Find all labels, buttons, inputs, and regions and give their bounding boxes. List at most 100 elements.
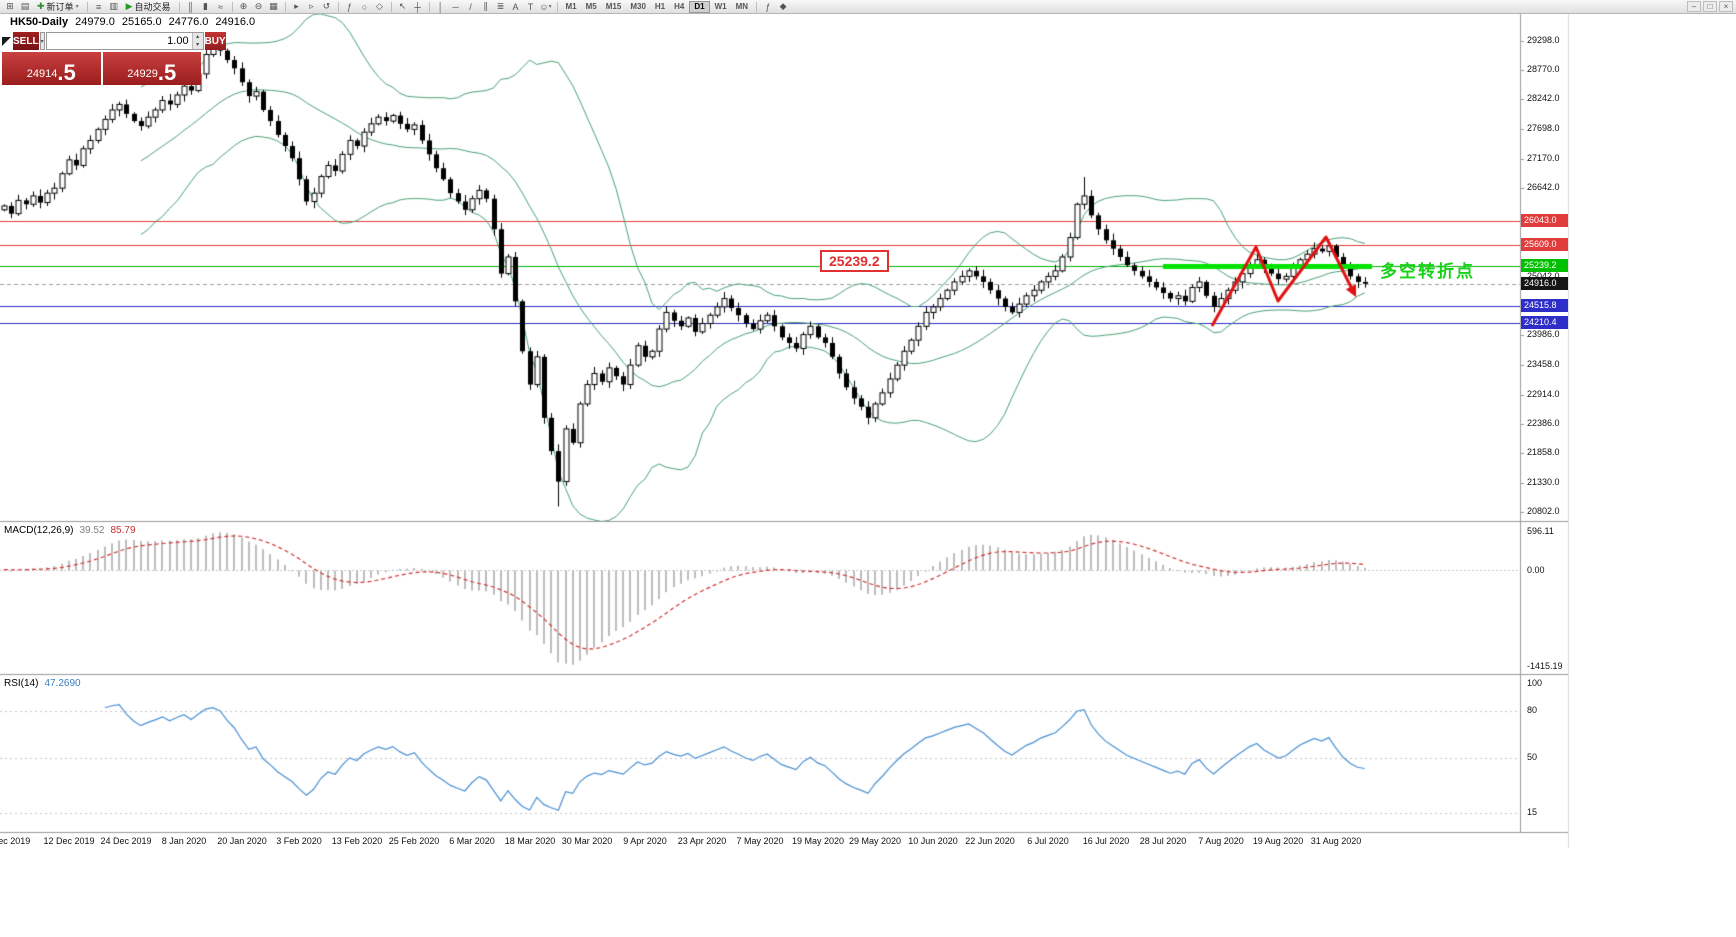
period-settings-icon[interactable]: ○ [358, 1, 372, 13]
volume-input[interactable] [46, 33, 192, 49]
trendline-icon[interactable]: / [464, 1, 478, 13]
fibonacci-icon[interactable]: ≣ [494, 1, 508, 13]
timeframe-m1-button[interactable]: M1 [565, 1, 577, 11]
chart-open-value: 24979.0 [75, 16, 115, 28]
chart-candles-icon[interactable]: ▮ [199, 1, 213, 13]
refresh-icon-glyph: ↺ [322, 1, 331, 11]
main-toolbar: ⊞ ▤ ✚ 新订单 ▾ ≡ ▥ ▶ 自动交易 ║ ▮ ≈ ⊕ ⊖ ▦ ▸ ▹ ↺ ƒ ○ ◇ ↖ ┼ │ ─ / ∥ ≣ A T ☺ ▾ M1 M… [0, 0, 1736, 14]
timeframe-m15-button[interactable]: M15 [605, 1, 622, 11]
objects-list-icon[interactable]: ◆ [776, 1, 790, 13]
auto-trading-button-label: 自动交易 [134, 2, 171, 12]
volume-options-button[interactable]: ▾ [39, 32, 45, 50]
timeframe-m30-button[interactable]: M30 [630, 1, 646, 11]
rsi-axis-level: 15 [1527, 807, 1538, 817]
new-chart-icon[interactable]: ⊞ [3, 1, 17, 13]
chart-line-icon-glyph: ≈ [218, 1, 223, 12]
label-icon[interactable]: T [524, 1, 538, 13]
vertical-line-icon[interactable]: │ [434, 1, 448, 13]
price-level-callout[interactable]: 25239.2 [820, 250, 889, 272]
chart-bars-icon[interactable]: ║ [184, 1, 198, 13]
auto-trading-button[interactable]: ▶ 自动交易 [122, 1, 175, 13]
zoom-out-icon-glyph: ⊖ [254, 1, 263, 11]
date-axis-label: 18 Mar 2020 [504, 836, 556, 846]
zoom-out-icon[interactable]: ⊖ [252, 1, 266, 13]
zoom-in-icon-glyph: ⊕ [239, 1, 248, 11]
date-axis-label: 19 May 2020 [791, 836, 845, 846]
minimize-window-button[interactable]: – [1687, 1, 1701, 12]
channel-icon[interactable]: ∥ [479, 1, 493, 13]
text-icon[interactable]: A [509, 1, 523, 13]
buy-price-tile[interactable]: 24929.5 [102, 52, 201, 85]
add-indicator-icon[interactable]: ƒ [343, 1, 357, 13]
chart-line-icon[interactable]: ≈ [214, 1, 228, 13]
chart-candles-icon-glyph: ▮ [203, 1, 208, 11]
arrows-icon[interactable]: ☺ ▾ [539, 1, 553, 13]
timeframe-h4-button[interactable]: H4 [674, 1, 685, 11]
text-icon-glyph: A [512, 1, 519, 12]
date-axis-label: 20 Jan 2020 [217, 836, 267, 846]
horizontal-line-icon-glyph: ─ [452, 1, 459, 12]
price-axis-tick: 26642.0 [1527, 182, 1560, 192]
timeframe-mn-button[interactable]: MN [735, 1, 749, 11]
chart-shift-icon[interactable]: ▹ [305, 1, 319, 13]
data-window-icon[interactable]: ▥ [107, 1, 121, 13]
sell-price-tile[interactable]: 24914.5 [2, 52, 101, 85]
timeframe-d1-button[interactable]: D1 [689, 0, 710, 13]
macd-signal-value: 85.79 [110, 525, 136, 536]
fibonacci-icon-glyph: ≣ [496, 1, 505, 11]
price-tag: 25609.0 [1521, 238, 1568, 251]
macd-axis-zero: 0.00 [1527, 564, 1545, 575]
tile-windows-icon[interactable]: ▦ [267, 1, 281, 13]
label-icon-glyph: T [527, 1, 534, 12]
chart-bars-icon-glyph: ║ [187, 1, 194, 12]
restore-window-button[interactable]: □ [1703, 1, 1717, 12]
date-axis-label: 3 Feb 2020 [276, 836, 322, 846]
cursor-icon[interactable]: ↖ [396, 1, 410, 13]
price-axis-tick: 29298.0 [1527, 35, 1560, 45]
buy-button[interactable]: BUY [204, 32, 226, 50]
toolbar-separator [284, 1, 286, 12]
date-axis-label: 25 Feb 2020 [388, 836, 440, 846]
indicators-list-icon-glyph: ƒ [765, 1, 771, 12]
date-axis-label: 7 Aug 2020 [1198, 836, 1244, 846]
zoom-in-icon[interactable]: ⊕ [237, 1, 251, 13]
turning-point-label[interactable]: 多空转折点 [1380, 262, 1475, 281]
auto-scroll-icon[interactable]: ▸ [290, 1, 304, 13]
arrows-icon-glyph: ☺ [539, 1, 549, 12]
close-window-button[interactable]: × [1719, 1, 1733, 12]
sell-button[interactable]: SELL [13, 32, 39, 50]
horizontal-line-icon[interactable]: ─ [449, 1, 463, 13]
macd-axis-min: -1415.19 [1527, 661, 1563, 671]
price-tag: 24515.8 [1521, 299, 1568, 312]
profiles-icon[interactable]: ▤ [18, 1, 32, 13]
crosshair-icon[interactable]: ┼ [411, 1, 425, 13]
timeframe-m5-button[interactable]: M5 [585, 1, 597, 11]
refresh-icon[interactable]: ↺ [320, 1, 334, 13]
channel-icon-glyph: ∥ [483, 1, 488, 11]
market-watch-icon[interactable]: ≡ [92, 1, 106, 13]
volume-increase-button[interactable]: ▴ [192, 33, 203, 41]
price-tag: 24916.0 [1521, 277, 1568, 290]
trade-controls-row: SELL ▾ ▴ ▾ BUY [13, 32, 226, 50]
macd-name: MACD(12,26,9) [4, 525, 74, 536]
trade-panel-collapse-button[interactable] [2, 37, 11, 46]
new-order-glyph: ✚ [37, 1, 45, 11]
date-axis-label: 7 May 2020 [736, 836, 784, 846]
price-tag: 26043.0 [1521, 214, 1568, 227]
new-order-button[interactable]: ✚ 新订单 ▾ [33, 1, 83, 13]
date-axis-label: 30 Mar 2020 [561, 836, 613, 846]
timeframe-w1-button[interactable]: W1 [714, 1, 727, 11]
rsi-axis-level: 50 [1527, 752, 1538, 762]
date-axis-label: 13 Feb 2020 [331, 836, 383, 846]
timeframe-h1-button[interactable]: H1 [654, 1, 666, 11]
volume-decrease-button[interactable]: ▾ [192, 41, 203, 49]
macd-main-value: 39.52 [79, 525, 105, 536]
bid-price: 24914 [26, 68, 58, 80]
price-axis-tick: 22914.0 [1527, 389, 1560, 399]
price-axis-tick: 21330.0 [1527, 477, 1560, 487]
date-axis-label: 9 Apr 2020 [623, 836, 667, 846]
chart-ohlc-title: HK50-Daily 24979.0 25165.0 24776.0 24916… [10, 16, 255, 28]
indicators-list-icon[interactable]: ƒ [761, 1, 775, 13]
templates-icon[interactable]: ◇ [373, 1, 387, 13]
